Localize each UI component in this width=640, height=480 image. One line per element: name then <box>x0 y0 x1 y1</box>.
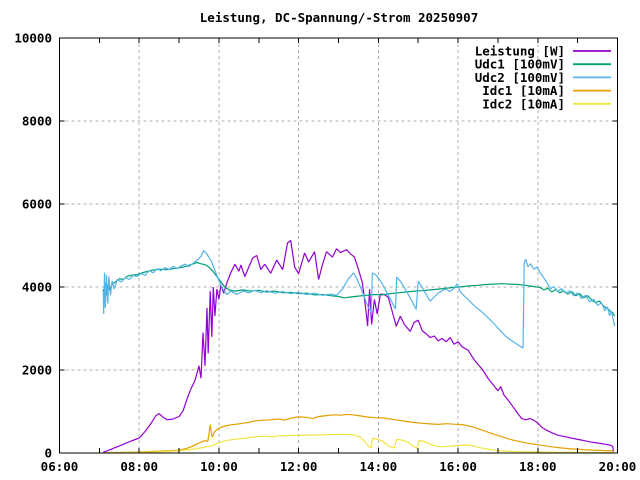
legend-label: Udc2 [100mV] <box>475 70 565 85</box>
series-line-idc1 <box>105 413 614 454</box>
series-line-udc2 <box>102 250 616 349</box>
x-tick-label: 20:00 <box>599 459 637 474</box>
x-tick-label: 16:00 <box>439 459 477 474</box>
legend-label: Leistung [W] <box>475 44 565 59</box>
tick-labels: 06:00 08:00 10:00 12:00 14:00 16:00 18:00 20:00… <box>14 31 636 475</box>
y-tick-label: 2000 <box>22 363 52 378</box>
series-lines <box>102 240 616 454</box>
series-line-leistung <box>103 240 615 453</box>
chart-title: Leistung, DC-Spannung/-Strom 20250907 <box>200 10 478 25</box>
y-tick-label: 6000 <box>22 197 52 212</box>
y-tick-label: 0 <box>44 446 52 461</box>
x-tick-label: 14:00 <box>360 459 398 474</box>
y-tick-label: 10000 <box>14 31 52 46</box>
grid-lines <box>59 38 618 453</box>
y-tick-label: 8000 <box>22 114 52 129</box>
legend-item-udc2: Udc2 [100mV] <box>475 70 611 85</box>
axes <box>59 37 618 454</box>
legend-item-leistung: Leistung [W] <box>475 44 611 59</box>
legend-label: Idc2 [10mA] <box>482 96 565 111</box>
x-tick-label: 08:00 <box>120 459 158 474</box>
legend-item-udc1: Udc1 [100mV] <box>475 57 611 72</box>
legend-item-idc2: Idc2 [10mA] <box>482 96 611 111</box>
x-tick-label: 10:00 <box>200 459 238 474</box>
legend-label: Idc1 [10mA] <box>482 83 565 98</box>
legend-item-idc1: Idc1 [10mA] <box>482 83 611 98</box>
x-tick-label: 18:00 <box>519 459 557 474</box>
y-tick-label: 4000 <box>22 280 52 295</box>
series-line-idc2 <box>105 433 614 454</box>
legend-label: Udc1 [100mV] <box>475 57 565 72</box>
legend: Leistung [W]Udc1 [100mV]Udc2 [100mV]Idc1… <box>475 44 611 111</box>
x-tick-label: 06:00 <box>41 459 79 474</box>
x-tick-label: 12:00 <box>280 459 318 474</box>
